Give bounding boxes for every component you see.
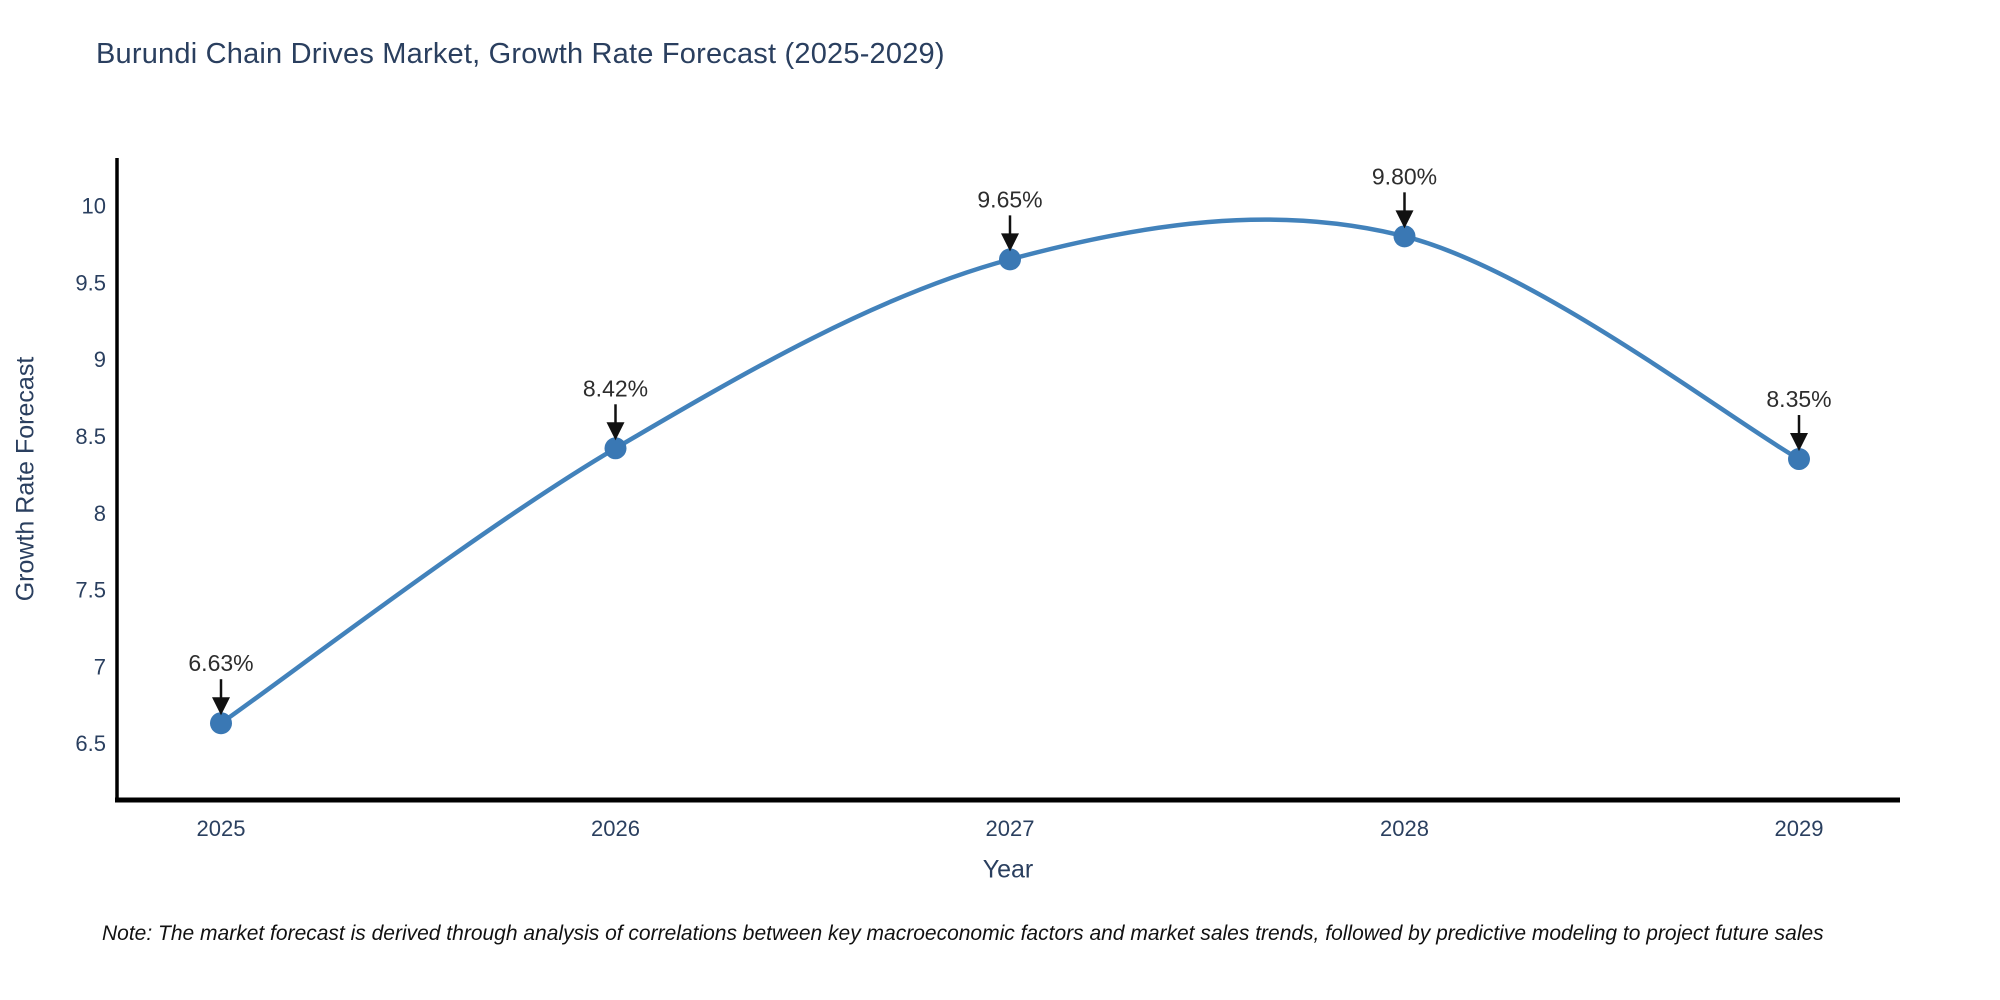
x-tick-label: 2025 xyxy=(197,816,246,841)
data-point-label: 6.63% xyxy=(188,650,253,676)
annotation-arrowhead-icon xyxy=(606,422,625,441)
data-point-marker xyxy=(604,437,627,460)
chart-title: Burundi Chain Drives Market, Growth Rate… xyxy=(96,38,945,70)
x-tick-label: 2028 xyxy=(1380,816,1429,841)
annotation-arrowhead-icon xyxy=(1001,233,1019,252)
data-point-marker xyxy=(210,712,232,735)
y-tick-label: 10 xyxy=(82,194,106,219)
y-tick-label: 8 xyxy=(94,501,106,526)
annotation-arrowhead-icon xyxy=(1790,433,1808,452)
annotation-arrowhead-icon xyxy=(212,697,230,716)
data-point-label: 8.42% xyxy=(583,375,648,401)
data-point-label: 8.35% xyxy=(1766,386,1831,412)
forecast-line xyxy=(218,217,1802,726)
data-point-marker xyxy=(999,248,1021,271)
data-point-label: 9.80% xyxy=(1372,163,1437,189)
y-tick-label: 7 xyxy=(94,654,106,679)
y-tick-label: 8.5 xyxy=(75,424,106,449)
data-point-marker xyxy=(1393,225,1416,248)
data-point-label: 9.65% xyxy=(977,186,1042,212)
x-axis-title: Year xyxy=(982,855,1034,884)
y-tick-label: 9.5 xyxy=(75,270,106,295)
data-point-marker xyxy=(1788,448,1810,471)
y-tick-label: 6.5 xyxy=(75,731,106,756)
footnote: Note: The market forecast is derived thr… xyxy=(102,922,1824,945)
x-tick-label: 2026 xyxy=(591,816,640,841)
y-tick-label: 9 xyxy=(94,347,106,372)
x-tick-label: 2027 xyxy=(986,816,1035,841)
y-tick-label: 7.5 xyxy=(75,578,106,603)
x-tick-label: 2029 xyxy=(1775,816,1824,841)
annotation-arrowhead-icon xyxy=(1395,210,1414,229)
